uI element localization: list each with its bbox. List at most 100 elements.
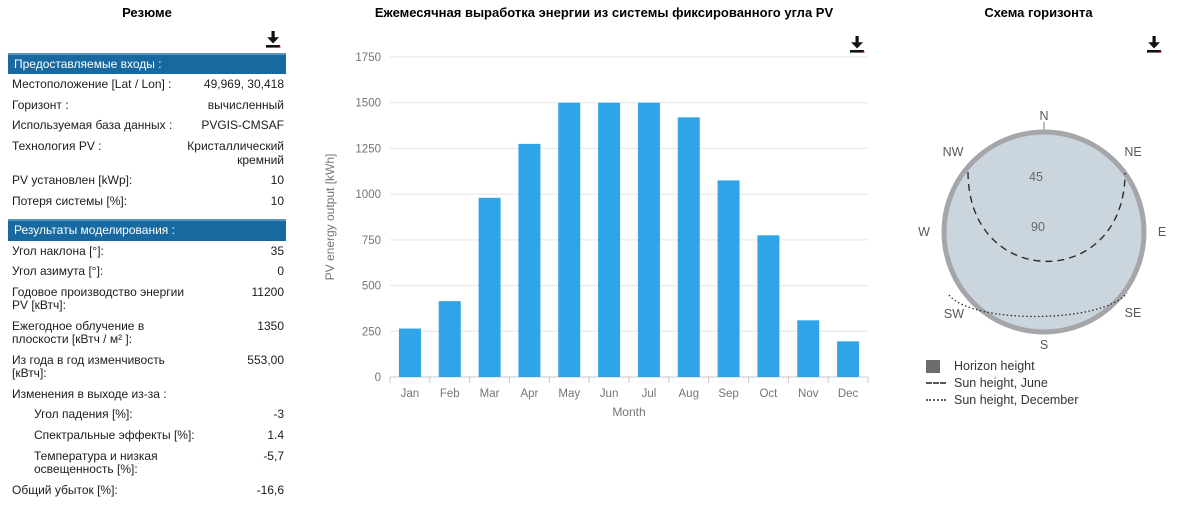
row-label: Изменения в выходе из-за : bbox=[12, 386, 167, 401]
download-icon-glyph bbox=[850, 36, 865, 53]
row-value: 49,969, 30,418 bbox=[203, 77, 284, 92]
summary-download-row bbox=[8, 21, 286, 51]
section-rows: Местоположение [Lat / Lon] : 49,969, 30,4… bbox=[8, 74, 286, 217]
bar-Feb bbox=[438, 301, 461, 377]
y-tick-label: 1500 bbox=[355, 98, 381, 110]
table-row: Общий убыток [%]: -16,6 bbox=[8, 482, 286, 498]
horizon-panel-title: Схема горизонта bbox=[984, 5, 1093, 20]
bar-Mar bbox=[478, 197, 501, 377]
square-legend-marker bbox=[926, 359, 946, 373]
table-row: Годовое производство энергии PV [кВтч]: 1… bbox=[8, 284, 286, 313]
row-label: Угол наклона [°]: bbox=[12, 243, 104, 258]
download-icon-glyph bbox=[1147, 36, 1162, 53]
table-row: Температура и низкая освещенность [%]: -5… bbox=[8, 449, 286, 477]
row-value: 35 bbox=[270, 243, 284, 258]
row-value: -3 bbox=[273, 407, 284, 422]
bar-Aug bbox=[677, 117, 700, 377]
y-tick-label: 750 bbox=[362, 235, 381, 247]
compass-label-E: E bbox=[1158, 225, 1166, 239]
x-tick-label: Jul bbox=[642, 388, 657, 400]
legend-label: Sun height, December bbox=[954, 393, 1079, 407]
row-value: 10 bbox=[270, 173, 284, 188]
x-axis-title: Month bbox=[612, 405, 645, 419]
row-label: Годовое производство энергии PV [кВтч]: bbox=[12, 284, 185, 313]
horizon-legend: Horizon height Sun height, June Sun height… bbox=[926, 358, 1078, 409]
summary-panel: Резюме Предоставляемые входы : Местополож… bbox=[8, 5, 286, 505]
row-label: Общий убыток [%]: bbox=[12, 482, 118, 497]
table-row: Угол наклона [°]: 35 bbox=[8, 243, 286, 259]
radial-label-90: 90 bbox=[1031, 220, 1045, 234]
y-tick-label: 1250 bbox=[355, 143, 381, 155]
row-value: -16,6 bbox=[256, 482, 284, 497]
radial-label-45: 45 bbox=[1029, 170, 1043, 184]
table-row: PV установлен [kWp]: 10 bbox=[8, 174, 286, 188]
y-tick-label: 250 bbox=[362, 326, 381, 338]
x-tick-label: May bbox=[558, 388, 580, 400]
x-tick-label: Dec bbox=[838, 388, 859, 400]
bar-May bbox=[558, 102, 581, 377]
section-rows: Угол наклона [°]: 35 Угол азимута [°]: 0 Год… bbox=[8, 241, 286, 505]
table-row: Угол падения [%]: -3 bbox=[8, 408, 286, 422]
bar-Jul bbox=[637, 102, 660, 377]
compass-label-NE: NE bbox=[1124, 145, 1141, 159]
row-label: Местоположение [Lat / Lon] : bbox=[12, 77, 172, 92]
legend-label: Horizon height bbox=[954, 359, 1035, 373]
x-tick-label: Jan bbox=[401, 388, 420, 400]
summary-panel-title: Резюме bbox=[122, 5, 172, 20]
bar-Sep bbox=[717, 180, 740, 377]
row-label: Из года в год изменчивость [кВтч]: bbox=[12, 352, 165, 381]
x-tick-label: Sep bbox=[718, 388, 738, 400]
table-row: Используемая база данных : PVGIS-CMSAF bbox=[8, 119, 286, 133]
row-label: Угол азимута [°]: bbox=[12, 264, 104, 279]
download-icon[interactable] bbox=[262, 30, 284, 49]
row-value: 1.4 bbox=[267, 428, 284, 443]
table-row: Местоположение [Lat / Lon] : 49,969, 30,4… bbox=[8, 78, 286, 92]
compass-label-W: W bbox=[918, 225, 930, 239]
row-value: 0 bbox=[277, 264, 284, 279]
legend-item: Sun height, June bbox=[926, 375, 1078, 391]
y-tick-label: 0 bbox=[375, 372, 381, 384]
x-tick-label: Aug bbox=[679, 388, 699, 400]
table-row: Технология PV : Кристаллический кремний bbox=[8, 138, 286, 167]
bar-Jun bbox=[598, 102, 621, 377]
legend-item: Sun height, December bbox=[926, 392, 1078, 408]
row-label: Технология PV : bbox=[12, 138, 102, 153]
table-row: Потеря системы [%]: 10 bbox=[8, 193, 286, 209]
row-value: 10 bbox=[270, 193, 284, 208]
dashed-legend-marker bbox=[926, 382, 946, 384]
pv-bar-chart-svg: 0 250 500 750 1000 1250 1500 1750 Jan Feb Mar Apr Ma… bbox=[323, 52, 869, 419]
y-tick-label: 500 bbox=[362, 281, 381, 293]
row-value: Кристаллический кремний bbox=[187, 138, 284, 167]
horizon-panel: Схема горизонта N NE E SE S SW W NW 45 90 Horizon… bbox=[902, 5, 1175, 501]
monthly-energy-chart-panel: Ежемесячная выработка энергии из системы… bbox=[318, 5, 890, 501]
table-row: Ежегодное облучение в плоскости [кВтч / … bbox=[8, 318, 286, 347]
pv-bar-chart: 0 250 500 750 1000 1250 1500 1750 Jan Feb Mar Apr Ma… bbox=[318, 40, 890, 458]
compass-label-SW: SW bbox=[944, 307, 964, 321]
bar-Dec bbox=[837, 341, 860, 377]
table-row: Горизонт : вычисленный bbox=[8, 97, 286, 113]
legend-item: Horizon height bbox=[926, 358, 1078, 374]
horizon-diagram-svg: N NE E SE S SW W NW 45 90 bbox=[918, 109, 1166, 352]
row-label: Потеря системы [%]: bbox=[12, 193, 128, 208]
section-header: Результаты моделирования : bbox=[8, 219, 286, 241]
table-row: Из года в год изменчивость [кВтч]: 553,00 bbox=[8, 352, 286, 381]
row-label: Ежегодное облучение в плоскости [кВтч / … bbox=[12, 318, 145, 347]
bar-Nov bbox=[797, 320, 820, 377]
dotted-legend-marker bbox=[926, 399, 946, 401]
x-tick-label: Apr bbox=[520, 388, 538, 400]
x-tick-label: Nov bbox=[798, 388, 819, 400]
download-icon[interactable] bbox=[846, 36, 868, 54]
compass-label-N: N bbox=[1039, 109, 1048, 123]
row-label: Горизонт : bbox=[12, 97, 69, 112]
download-icon[interactable] bbox=[1143, 36, 1165, 54]
compass-label-NW: NW bbox=[943, 145, 964, 159]
x-tick-label: Oct bbox=[759, 388, 778, 400]
y-axis-title: PV energy output [kWh] bbox=[323, 154, 337, 281]
download-icon-glyph bbox=[266, 30, 281, 48]
chart-title: Ежемесячная выработка энергии из системы… bbox=[374, 5, 834, 20]
x-tick-label: Mar bbox=[480, 388, 500, 400]
row-label: Спектральные эффекты [%]: bbox=[34, 428, 195, 443]
row-value: вычисленный bbox=[207, 97, 284, 112]
bar-Apr bbox=[518, 143, 541, 377]
